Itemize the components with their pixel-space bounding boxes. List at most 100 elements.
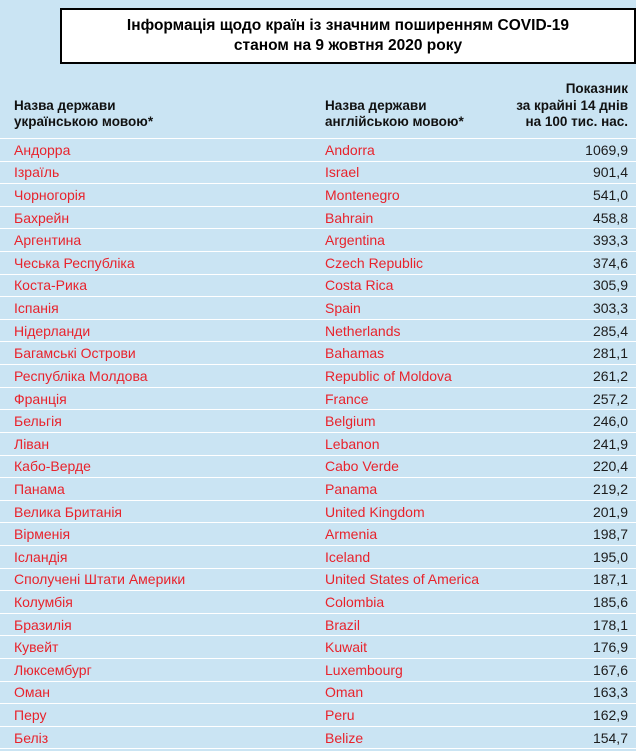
country-name-en: Brazil <box>325 616 361 633</box>
table-row: Андорра Andorra 1069,9 <box>0 139 636 162</box>
table-row: Беліз Belize 154,7 <box>0 727 636 750</box>
country-name-en: Belgium <box>325 413 376 430</box>
country-name-ua: Перу <box>14 707 47 724</box>
country-name-en: Montenegro <box>325 187 400 204</box>
table-row: Оман Oman 163,3 <box>0 682 636 705</box>
incidence-value: 281,1 <box>592 345 628 362</box>
country-name-ua: Ізраїль <box>14 164 60 181</box>
table-row: Франція France 257,2 <box>0 388 636 411</box>
table-row: Іспанія Spain 303,3 <box>0 297 636 320</box>
country-name-ua: Коста-Рика <box>14 277 88 294</box>
incidence-value: 187,1 <box>592 571 628 588</box>
incidence-value: 901,4 <box>592 164 628 181</box>
column-header-en-name-line1: Назва держави <box>325 97 427 113</box>
incidence-value: 257,2 <box>592 390 628 407</box>
incidence-value: 246,0 <box>592 413 628 430</box>
table-row: Чорногорія Montenegro 541,0 <box>0 184 636 207</box>
country-name-ua: Велика Британія <box>14 503 123 520</box>
country-name-ua: Чеська Республіка <box>14 254 135 271</box>
incidence-value: 220,4 <box>592 458 628 475</box>
incidence-value: 178,1 <box>592 616 628 633</box>
incidence-value: 1069,9 <box>585 141 628 158</box>
incidence-value: 201,9 <box>592 503 628 520</box>
country-name-ua: Андорра <box>14 141 71 158</box>
country-name-ua: Сполучені Штати Америки <box>14 571 186 588</box>
country-name-ua: Багамські Острови <box>14 345 136 362</box>
country-name-en: Armenia <box>325 526 378 543</box>
column-header-en-name-line2: англійською мовою* <box>325 113 464 129</box>
country-name-en: Cabo Verde <box>325 458 399 475</box>
country-name-ua: Вірменія <box>14 526 71 543</box>
country-name-en: Peru <box>325 707 355 724</box>
table-row: Панама Panama 219,2 <box>0 478 636 501</box>
country-table: Андорра Andorra 1069,9 Ізраїль Israel 90… <box>0 138 636 751</box>
country-name-ua: Оман <box>14 684 51 701</box>
incidence-value: 195,0 <box>592 548 628 565</box>
country-name-ua: Панама <box>14 480 65 497</box>
country-name-ua: Беліз <box>14 729 49 746</box>
incidence-value: 163,3 <box>592 684 628 701</box>
country-name-en: United States of America <box>325 571 480 588</box>
incidence-value: 219,2 <box>592 480 628 497</box>
country-name-ua: Чорногорія <box>14 187 86 204</box>
table-header-row: Назва держави українською мовою* Назва д… <box>0 70 636 138</box>
country-name-ua: Люксембург <box>14 661 92 678</box>
country-name-en: Panama <box>325 480 378 497</box>
page-title: Інформація щодо країн із значним поширен… <box>60 8 636 64</box>
country-name-en: Spain <box>325 300 361 317</box>
incidence-value: 176,9 <box>592 639 628 656</box>
table-row: Перу Peru 162,9 <box>0 704 636 727</box>
incidence-value: 458,8 <box>592 209 628 226</box>
table-row: Колумбія Colombia 185,6 <box>0 591 636 614</box>
country-name-ua: Республіка Молдова <box>14 367 148 384</box>
incidence-value: 285,4 <box>592 322 628 339</box>
column-header-ua-name-line1: Назва держави <box>14 97 116 113</box>
table-row: Коста-Рика Costa Rica 305,9 <box>0 275 636 298</box>
table-row: Чеська Республіка Czech Republic 374,6 <box>0 252 636 275</box>
incidence-value: 541,0 <box>592 187 628 204</box>
table-row: Люксембург Luxembourg 167,6 <box>0 659 636 682</box>
country-name-en: Luxembourg <box>325 661 403 678</box>
country-name-ua: Іспанія <box>14 300 59 317</box>
country-name-en: Israel <box>325 164 360 181</box>
table-row: Аргентина Argentina 393,3 <box>0 229 636 253</box>
table-row: Нідерланди Netherlands 285,4 <box>0 320 636 343</box>
table-row: Бразилія Brazil 178,1 <box>0 614 636 637</box>
country-name-ua: Кувейт <box>14 639 59 656</box>
column-header-metric-line1: Показник <box>565 81 628 97</box>
country-name-ua: Нідерланди <box>14 322 91 339</box>
country-name-ua: Аргентина <box>14 232 82 249</box>
country-name-ua: Ліван <box>14 435 50 452</box>
country-name-ua: Кабо-Верде <box>14 458 91 475</box>
country-name-en: Lebanon <box>325 435 380 452</box>
country-name-en: Costa Rica <box>325 277 394 294</box>
country-name-en: France <box>325 390 369 407</box>
country-name-en: Kuwait <box>325 639 368 656</box>
country-name-en: Czech Republic <box>325 254 424 271</box>
table-row: Кабо-Верде Cabo Verde 220,4 <box>0 456 636 479</box>
incidence-value: 261,2 <box>592 367 628 384</box>
page-title-line2: станом на 9 жовтня 2020 року <box>233 36 463 54</box>
incidence-value: 241,9 <box>592 435 628 452</box>
country-name-en: Colombia <box>325 593 385 610</box>
table-row: Ісландія Iceland 195,0 <box>0 546 636 569</box>
table-row: Ізраїль Israel 901,4 <box>0 162 636 185</box>
country-name-en: Bahamas <box>325 345 385 362</box>
country-name-ua: Франція <box>14 390 67 407</box>
table-row: Велика Британія United Kingdom 201,9 <box>0 501 636 524</box>
table-row: Багамські Острови Bahamas 281,1 <box>0 342 636 366</box>
country-name-ua: Колумбія <box>14 593 73 610</box>
incidence-value: 303,3 <box>592 300 628 317</box>
incidence-value: 374,6 <box>592 254 628 271</box>
table-row: Бельгія Belgium 246,0 <box>0 410 636 433</box>
table-row: Бахрейн Bahrain 458,8 <box>0 207 636 230</box>
country-name-en: Netherlands <box>325 322 401 339</box>
column-header-metric: Показник за крайні 14 днів на 100 тис. н… <box>516 81 628 130</box>
incidence-value: 154,7 <box>592 729 628 746</box>
incidence-value: 185,6 <box>592 593 628 610</box>
country-name-en: United Kingdom <box>325 503 425 520</box>
country-name-en: Argentina <box>325 232 385 249</box>
column-header-metric-line3: на 100 тис. нас. <box>525 113 628 129</box>
incidence-value: 167,6 <box>592 661 628 678</box>
